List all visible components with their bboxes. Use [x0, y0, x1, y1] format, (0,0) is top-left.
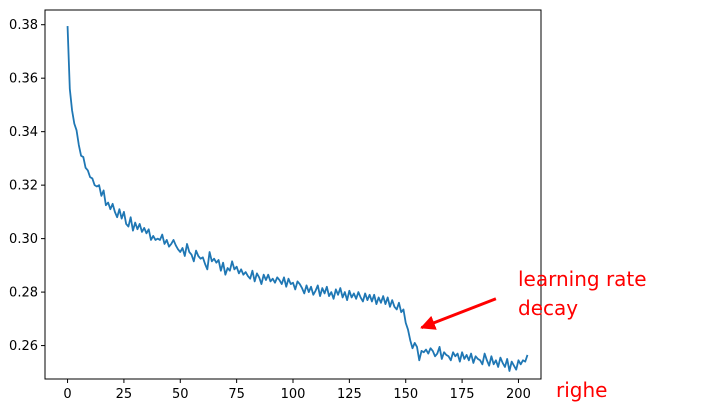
x-tick-label: 175 — [450, 387, 475, 402]
y-tick-label: 0.38 — [9, 18, 38, 33]
x-tick-label: 150 — [393, 387, 418, 402]
x-tick-label: 100 — [281, 387, 306, 402]
annotation-arrow — [420, 297, 497, 330]
annotation-text-line2: decay — [518, 296, 578, 320]
y-axis: 0.26 0.28 0.30 0.32 0.34 0.36 0.38 — [9, 18, 45, 354]
axes-frame — [44, 9, 542, 380]
y-tick-label: 0.28 — [9, 286, 38, 301]
x-tick-label: 75 — [228, 387, 245, 402]
annotation-text-line1: learning rate — [518, 267, 647, 291]
y-tick-label: 0.36 — [9, 72, 38, 87]
annotation: learning rate decay righe — [420, 267, 647, 402]
x-tick-label: 50 — [172, 387, 189, 402]
y-tick-label: 0.34 — [9, 125, 38, 140]
corner-text: righe — [556, 378, 607, 402]
series-line-0 — [66, 26, 529, 372]
x-tick-label: 125 — [337, 387, 362, 402]
x-axis: 0 25 50 75 100 125 150 175 200 — [63, 379, 531, 402]
y-tick-label: 0.26 — [9, 339, 38, 354]
x-tick-label: 0 — [63, 387, 71, 402]
x-tick-label: 25 — [116, 387, 133, 402]
plot-area — [44, 9, 542, 380]
x-tick-label: 200 — [506, 387, 531, 402]
y-tick-label: 0.32 — [9, 179, 38, 194]
y-tick-label: 0.30 — [9, 232, 38, 247]
